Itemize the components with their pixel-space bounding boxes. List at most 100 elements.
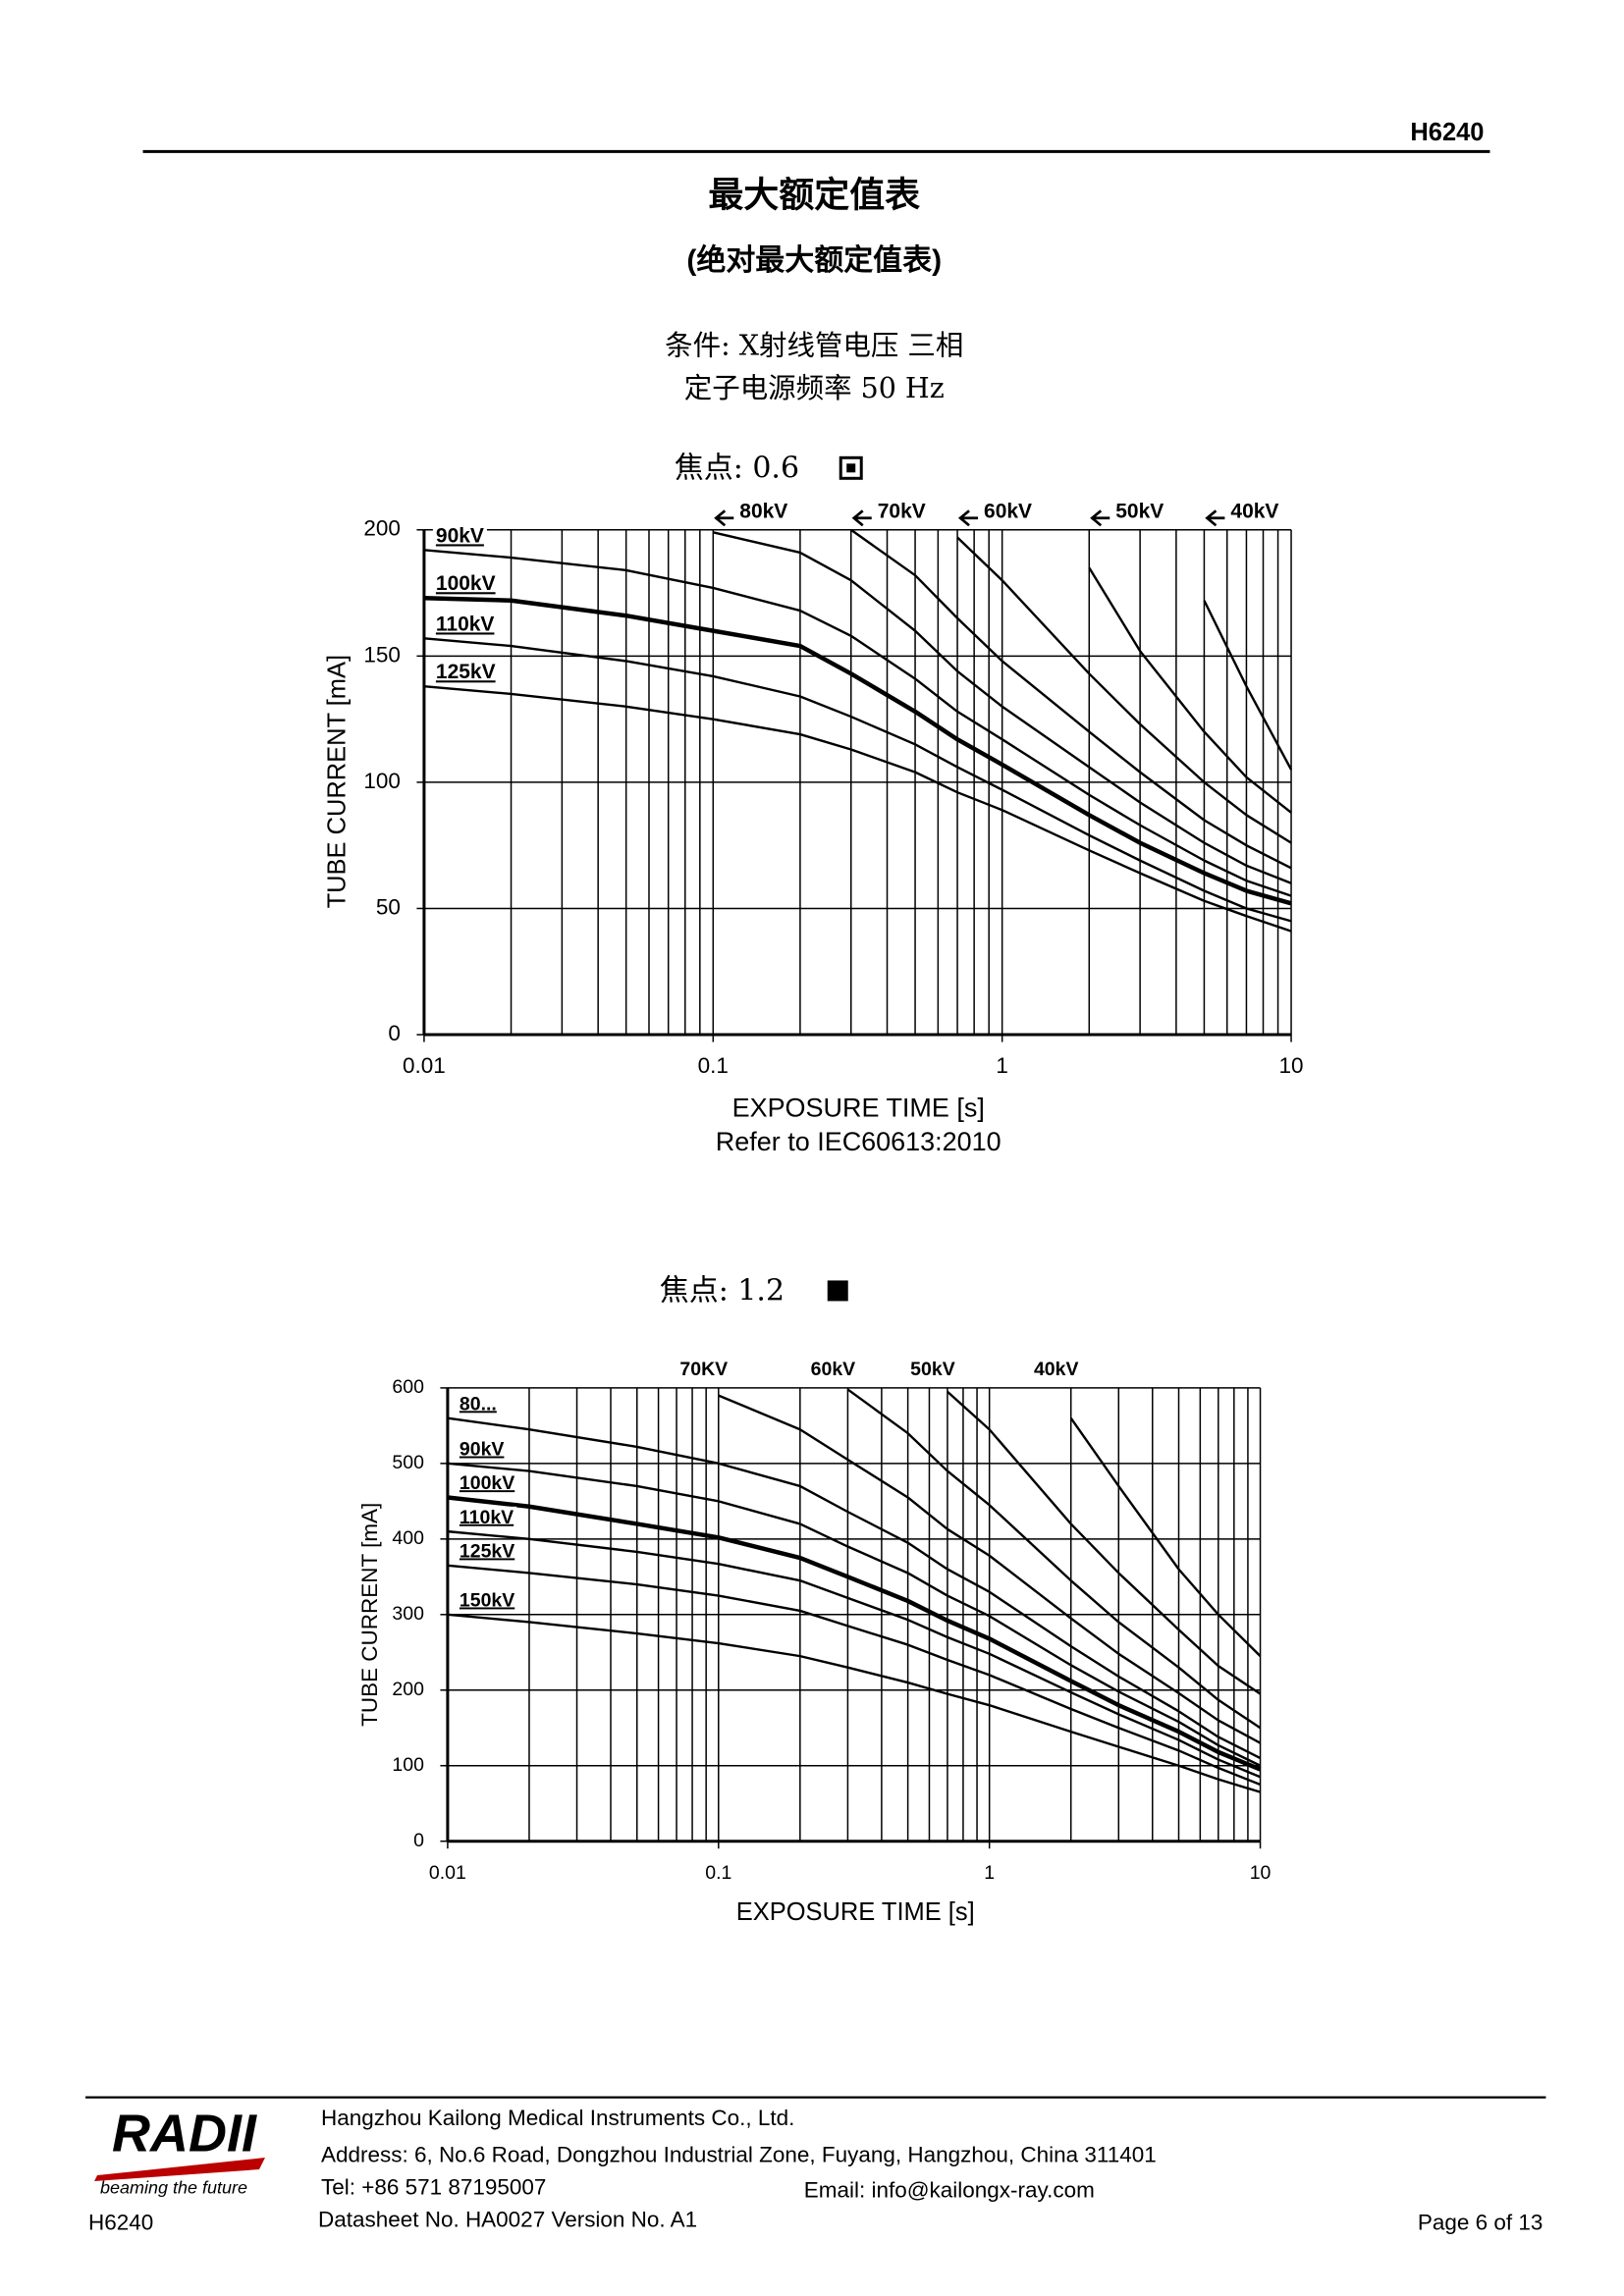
email: Email: info@kailongx-ray.com (804, 2177, 1095, 2202)
logo: RADII (112, 2104, 257, 2163)
series-label: 70KV (679, 1359, 728, 1380)
chart-note: Refer to IEC60613:2010 (716, 1127, 1001, 1156)
label-bg (456, 1393, 500, 1415)
series-line (713, 531, 1292, 884)
y-axis-label: TUBE CURRENT [mA] (324, 655, 352, 908)
series-line (956, 536, 1292, 844)
label-bg (456, 1506, 517, 1528)
series-label: 150kV (460, 1589, 514, 1611)
label-bg (456, 1472, 518, 1495)
footer-code: H6240 (88, 2210, 153, 2234)
logo-swoosh (94, 2158, 265, 2182)
x-tick-label: 0.1 (698, 1053, 729, 1078)
series-label: 80... (460, 1393, 497, 1415)
tel: Tel: +86 571 87195007 (321, 2174, 546, 2199)
series-line (423, 637, 1292, 923)
series-label: 90kV (460, 1439, 505, 1461)
x-tick-label: 10 (1279, 1053, 1304, 1078)
y-tick-label: 0 (388, 1021, 401, 1045)
y-tick-label: 100 (392, 1754, 424, 1776)
y-tick-label: 100 (363, 769, 401, 793)
x-tick-label: 1 (996, 1053, 1008, 1078)
label-arrow (957, 509, 979, 527)
series-line (447, 1613, 1261, 1793)
x-tick-label: 0.01 (403, 1053, 446, 1078)
chart: 0 100 200 300 400 500 600 0.01 0.1 1 10 80... 90kV 10… (392, 1359, 1271, 1884)
y-tick-label: 200 (363, 516, 401, 541)
series-label: 110kV (460, 1507, 514, 1528)
series-line (447, 1416, 1262, 1760)
focus-icon (839, 455, 863, 480)
label-arrow (1090, 509, 1110, 527)
page-number: Page 6 of 13 (1418, 2210, 1543, 2234)
y-axis-label: TUBE CURRENT [mA] (357, 1503, 382, 1727)
page-title: 最大额定值表 (708, 174, 920, 215)
series-line (947, 1390, 1262, 1695)
series-label: 60kV (811, 1359, 856, 1380)
series-label: 80kV (739, 500, 787, 522)
label-bg (432, 524, 487, 548)
x-tick-label: 0.1 (705, 1862, 731, 1884)
chart-title: 焦点: 1.2 (660, 1273, 785, 1308)
y-tick-label: 400 (392, 1527, 424, 1549)
condition: 定子电源频率 50 Hz (684, 372, 945, 404)
chart-title: 焦点: 0.6 (675, 451, 799, 485)
series-label: 50kV (1115, 500, 1164, 522)
chart: 0 50 100 150 200 0.01 0.1 1 10 90kV 100kV 110kV 125k… (363, 500, 1303, 1078)
x-axis-label: EXPOSURE TIME [s] (736, 1898, 975, 1926)
y-tick-label: 200 (392, 1679, 424, 1700)
series-label: 50kV (910, 1359, 955, 1380)
series-line (447, 1564, 1261, 1787)
focus-icon (846, 463, 856, 473)
label-bg (456, 1540, 518, 1563)
label-bg (456, 1438, 508, 1461)
datasheet-no: Datasheet No. HA0027 Version No. A1 (318, 2207, 697, 2231)
series-label: 100kV (436, 572, 496, 595)
series-label: 110kV (436, 613, 495, 635)
label-bg (432, 613, 498, 636)
series-label: 100kV (460, 1472, 514, 1494)
label-bg (456, 1589, 518, 1612)
series-line (423, 595, 1292, 906)
y-tick-label: 300 (392, 1603, 424, 1625)
series-line (423, 685, 1292, 933)
series-line (1069, 1416, 1262, 1657)
y-tick-label: 600 (392, 1376, 424, 1398)
y-tick-label: 50 (376, 894, 401, 919)
x-tick-label: 1 (984, 1862, 995, 1884)
label-bg (432, 572, 499, 596)
page-subtitle: (绝对最大额定值表) (686, 243, 942, 277)
focus-icon (827, 1280, 848, 1302)
series-label: 60kV (984, 500, 1032, 522)
company: Hangzhou Kailong Medical Instruments Co.… (321, 2106, 794, 2130)
series-label: 125kV (436, 661, 496, 683)
x-tick-label: 10 (1250, 1862, 1272, 1884)
address: Address: 6, No.6 Road, Dongzhou Industri… (321, 2142, 1157, 2166)
x-tick-label: 0.01 (429, 1862, 466, 1884)
series-line (447, 1495, 1262, 1772)
label-arrow (1205, 509, 1225, 527)
series-line (423, 549, 1292, 897)
series-line (1203, 600, 1293, 771)
header-code: H6240 (1410, 119, 1484, 146)
series-line (447, 1462, 1262, 1767)
series-label: 90kV (436, 524, 484, 547)
y-tick-label: 150 (363, 642, 401, 667)
condition: 条件: X射线管电压 三相 (665, 329, 963, 361)
series-label: 40kV (1034, 1359, 1079, 1380)
series-line (447, 1529, 1262, 1779)
series-line (718, 1394, 1262, 1744)
series-label: 125kV (460, 1540, 514, 1562)
label-bg (432, 661, 499, 684)
label-arrow (851, 509, 872, 527)
logo-slogan: beaming the future (100, 2177, 247, 2197)
x-axis-label: EXPOSURE TIME [s] (732, 1094, 985, 1123)
label-arrow (714, 509, 734, 527)
y-tick-label: 500 (392, 1452, 424, 1473)
series-line (1088, 566, 1292, 814)
series-label: 70kV (878, 500, 926, 522)
series-label: 40kV (1230, 500, 1278, 522)
series-line (846, 1388, 1262, 1730)
